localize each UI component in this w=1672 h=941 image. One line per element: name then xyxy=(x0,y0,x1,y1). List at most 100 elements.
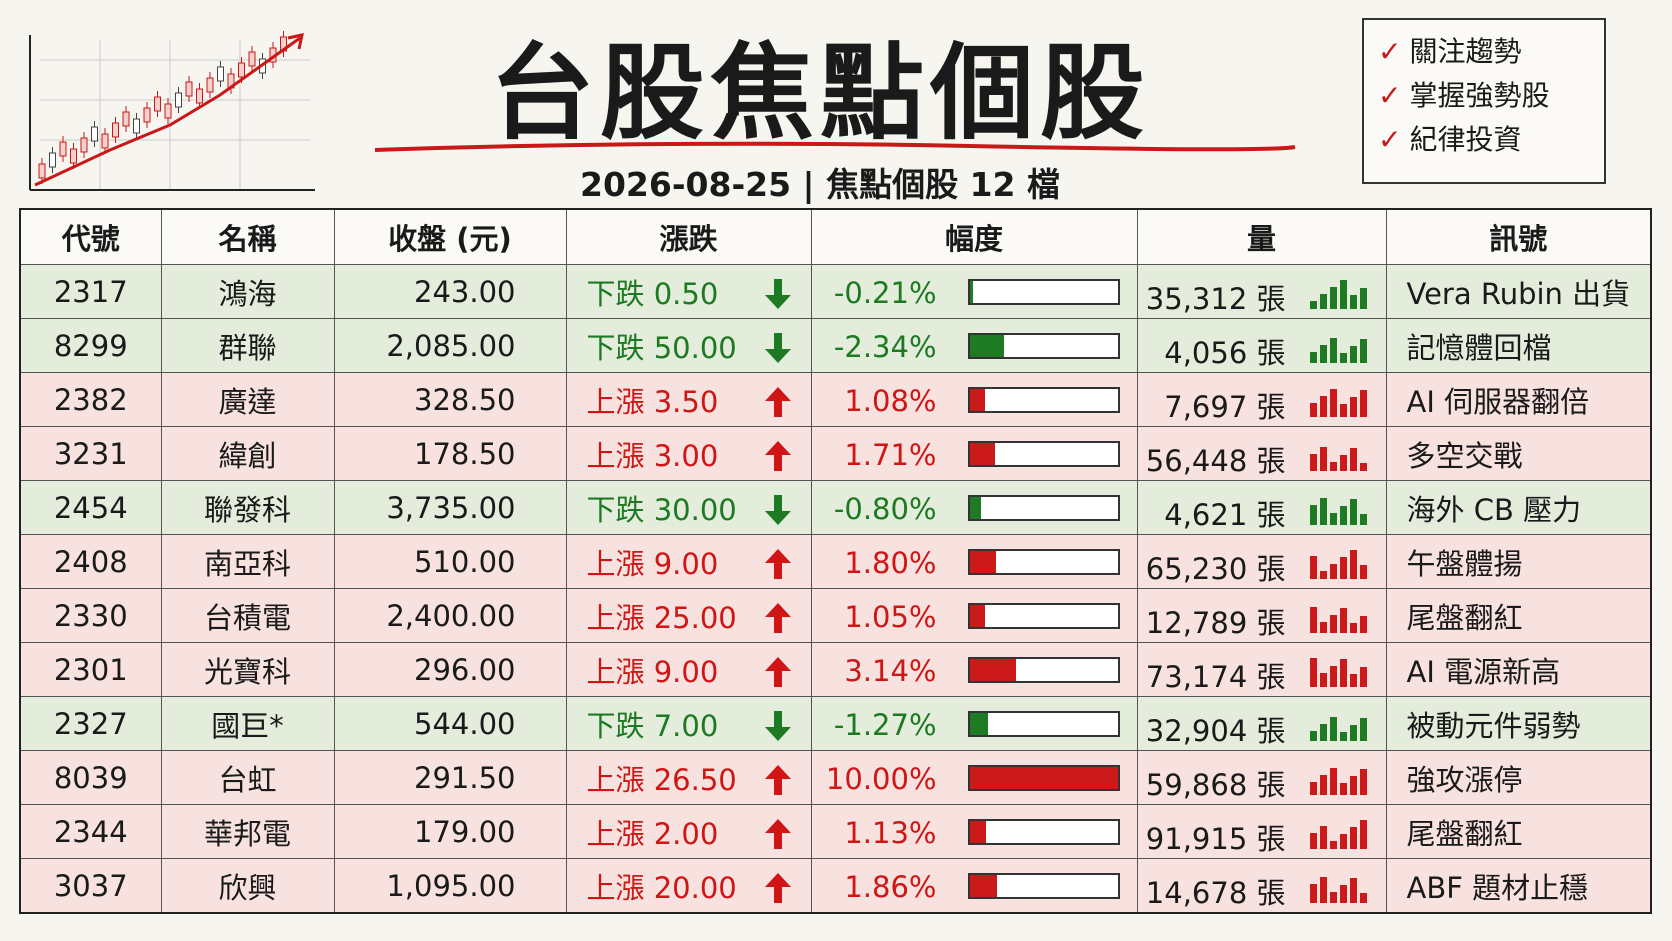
pct-text: 1.08% xyxy=(844,384,937,418)
name: 群聯 xyxy=(160,318,335,373)
volume-icon-bar xyxy=(1329,564,1337,579)
volume-icon-bar xyxy=(1329,513,1337,525)
candle-body xyxy=(101,133,109,149)
pct-text: 1.05% xyxy=(844,600,937,634)
direction-arrow xyxy=(764,279,791,309)
direction-arrow xyxy=(764,873,791,903)
pct-track xyxy=(967,333,1120,359)
volume-icon-bar xyxy=(1359,288,1367,309)
volume-icon-bar xyxy=(1339,557,1347,579)
name: 國巨* xyxy=(160,696,335,751)
volume-icon-bar xyxy=(1359,390,1367,417)
volume-icon xyxy=(1309,447,1367,471)
volume-icon-bar xyxy=(1339,280,1347,309)
pct: 1.71% xyxy=(810,426,1138,481)
pct-text: 10.00% xyxy=(825,762,937,796)
volume: 4,621 張 xyxy=(1136,480,1387,535)
change: 上漲 26.50 xyxy=(565,750,812,805)
change-text: 上漲 9.00 xyxy=(586,546,719,581)
volume-icon xyxy=(1309,768,1367,795)
notes-box: ✓ 關注趨勢 ✓ 掌握強勢股 ✓ 紀律投資 xyxy=(1362,18,1606,184)
volume: 4,056 張 xyxy=(1136,318,1387,373)
direction-arrow xyxy=(764,333,791,363)
close: 291.50 xyxy=(333,750,567,805)
direction-arrow xyxy=(764,495,791,525)
signal: 尾盤翻紅 xyxy=(1385,588,1652,643)
volume-icon-bar xyxy=(1339,608,1347,633)
volume-icon-bar xyxy=(1309,301,1317,309)
pct-track xyxy=(967,873,1120,899)
volume-icon-bar xyxy=(1359,565,1367,579)
pct: 3.14% xyxy=(810,642,1138,697)
arrow-shape xyxy=(764,495,791,525)
change: 上漲 20.00 xyxy=(565,858,812,914)
volume: 73,174 張 xyxy=(1136,642,1387,697)
candle-body xyxy=(196,88,203,104)
volume-icon-bar xyxy=(1349,878,1357,903)
signal: 海外 CB 壓力 xyxy=(1385,480,1652,535)
volume-text: 91,915 張 xyxy=(1145,822,1286,856)
note-text: 紀律投資 xyxy=(1409,123,1522,156)
change-text: 下跌 7.00 xyxy=(586,708,719,743)
pct-text: -1.27% xyxy=(833,708,937,742)
volume-icon-bar xyxy=(1349,295,1357,309)
arrow-shape xyxy=(764,549,791,579)
volume-icon-bar xyxy=(1329,389,1337,417)
stock-row: 8039 台虹 291.50 上漲 26.50 10.00% 59,868 張 強攻漲停 xyxy=(19,750,1652,805)
change-text: 上漲 9.00 xyxy=(586,654,719,689)
volume-icon-bar xyxy=(1309,658,1317,687)
pct-text: 1.13% xyxy=(844,816,937,850)
pct: 1.80% xyxy=(810,534,1138,589)
volume-text: 14,678 張 xyxy=(1145,876,1286,910)
candle-body xyxy=(49,152,56,168)
volume-icon xyxy=(1309,280,1367,309)
signal: Vera Rubin 出貨 xyxy=(1385,264,1652,319)
signal: 多空交戰 xyxy=(1385,426,1652,481)
change: 上漲 2.00 xyxy=(565,804,812,859)
volume: 65,230 張 xyxy=(1136,534,1387,589)
volume-icon-bar xyxy=(1309,833,1317,849)
volume-icon-bar xyxy=(1309,352,1317,363)
stock-row: 3231 緯創 178.50 上漲 3.00 1.71% 56,448 張 多空交戰 xyxy=(19,426,1652,481)
pct: 10.00% xyxy=(810,750,1138,805)
volume-icon-bar xyxy=(1359,463,1367,471)
pct-text: 3.14% xyxy=(844,654,937,688)
arrow-shape xyxy=(764,711,791,741)
note: ✓ 關注趨勢 xyxy=(1378,30,1590,74)
volume-text: 4,056 張 xyxy=(1164,336,1286,370)
volume-icon-bar xyxy=(1359,769,1367,795)
volume-icon-bar xyxy=(1319,294,1327,309)
stock-row: 2330 台積電 2,400.00 上漲 25.00 1.05% 12,789 張 尾盤翻紅 xyxy=(19,588,1652,643)
signal: 尾盤翻紅 xyxy=(1385,804,1652,859)
pct-bar xyxy=(969,389,986,411)
pct-track xyxy=(967,819,1120,845)
direction-arrow xyxy=(764,657,791,687)
volume-icon-bar xyxy=(1359,893,1367,903)
volume-text: 4,621 張 xyxy=(1164,498,1286,532)
volume-icon-bar xyxy=(1319,345,1327,363)
direction-arrow xyxy=(764,765,791,795)
change-text: 上漲 3.00 xyxy=(586,438,719,473)
stock-row: 2317 鴻海 243.00 下跌 0.50 -0.21% 35,312 張 Vera Ru… xyxy=(19,264,1652,319)
close: 2,085.00 xyxy=(333,318,567,373)
volume-text: 59,868 張 xyxy=(1145,768,1286,802)
pct-bar xyxy=(969,605,986,627)
name: 欣興 xyxy=(160,858,335,914)
volume-icon-bar xyxy=(1329,892,1337,903)
stock-row: 2301 光寶科 296.00 上漲 9.00 3.14% 73,174 張 AI 電源新高 xyxy=(19,642,1652,697)
pct: -1.27% xyxy=(810,696,1138,751)
volume-icon-bar xyxy=(1309,782,1317,795)
pct-bar xyxy=(969,821,987,843)
candle-body xyxy=(122,111,130,127)
volume-icon-bar xyxy=(1359,514,1367,525)
signal: 強攻漲停 xyxy=(1385,750,1652,805)
pct-text: -0.80% xyxy=(833,492,937,526)
pct: 1.86% xyxy=(810,858,1138,914)
volume: 32,904 張 xyxy=(1136,696,1387,751)
stock-row: 2327 國巨* 544.00 下跌 7.00 -1.27% 32,904 張 被動元件弱勢 xyxy=(19,696,1652,751)
volume-icon-bar xyxy=(1349,499,1357,525)
volume-icon-bar xyxy=(1339,455,1347,471)
volume-icon-bar xyxy=(1329,666,1337,687)
volume-icon-bar xyxy=(1349,674,1357,687)
